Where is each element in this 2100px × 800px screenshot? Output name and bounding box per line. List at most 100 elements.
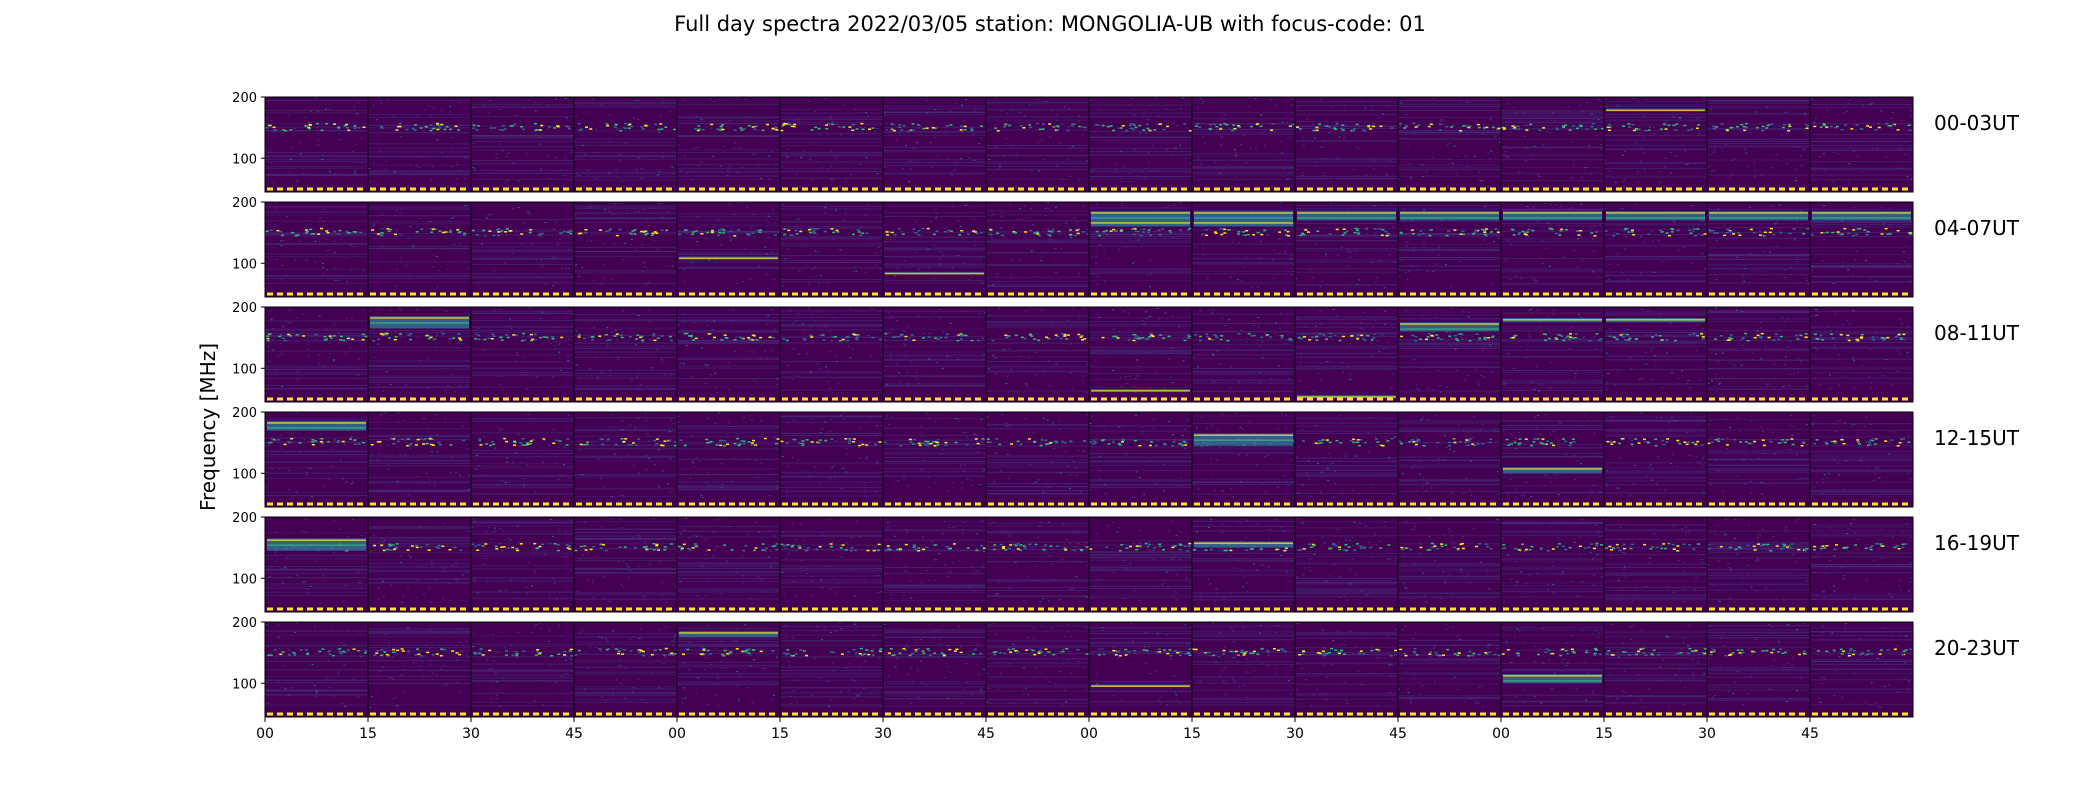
noise-speck (1567, 106, 1570, 108)
noise-speck (1354, 249, 1357, 251)
noise-speck (1361, 100, 1364, 102)
noise-speck (1454, 348, 1457, 350)
band-dot (584, 231, 588, 234)
noise-speck (502, 150, 505, 152)
noise-speck (279, 434, 282, 436)
band-dot (641, 128, 645, 130)
noise-speck (498, 108, 501, 110)
noise-line (574, 377, 677, 379)
noise-speck (817, 282, 820, 284)
noise-speck (400, 337, 403, 339)
panel-background (1295, 307, 1398, 402)
band-dot (1689, 232, 1693, 234)
band-dot (701, 128, 705, 131)
band-dot (282, 129, 286, 131)
noise-speck (1632, 97, 1635, 99)
noise-line (986, 163, 1089, 165)
noise-speck (1362, 312, 1365, 314)
noise-speck (1715, 390, 1718, 392)
noise-speck (767, 215, 770, 217)
noise-line (1501, 369, 1604, 371)
band-dot (747, 124, 751, 127)
noise-speck (280, 245, 283, 247)
noise-speck (1591, 356, 1594, 358)
noise-speck (905, 382, 908, 384)
band-dot (790, 234, 794, 236)
noise-speck (944, 126, 947, 128)
noise-speck (557, 344, 560, 346)
noise-line (1810, 104, 1913, 106)
noise-line (1192, 173, 1295, 175)
band-dot (539, 336, 543, 339)
noise-speck (464, 204, 467, 206)
noise-speck (471, 122, 474, 124)
noise-speck (1708, 166, 1711, 168)
noise-line (1707, 138, 1810, 140)
band-dot (1476, 229, 1480, 232)
noise-speck (1372, 159, 1375, 161)
band-dot (482, 229, 486, 232)
band-dot (569, 230, 573, 232)
band-dot (768, 336, 772, 339)
noise-speck (1475, 369, 1478, 371)
noise-line (265, 334, 368, 336)
band-dot (1772, 339, 1776, 341)
panel-background (574, 307, 677, 402)
noise-line (471, 169, 574, 171)
noise-line (780, 133, 883, 135)
band-dot (326, 231, 330, 234)
bright-line (1709, 212, 1808, 214)
noise-speck (611, 213, 614, 215)
band-dot (1568, 129, 1572, 132)
band-dot (1209, 123, 1213, 126)
band-dot (1387, 233, 1391, 236)
noise-speck (1771, 205, 1774, 207)
noise-speck (525, 230, 528, 232)
noise-line (574, 102, 677, 104)
noise-speck (1766, 383, 1769, 385)
band-dot (281, 337, 285, 340)
band-dot (431, 228, 435, 231)
noise-speck (1317, 372, 1320, 374)
noise-speck (1399, 259, 1402, 261)
noise-line (780, 122, 883, 124)
noise-line (1501, 225, 1604, 227)
noise-speck (936, 154, 939, 156)
noise-speck (1437, 254, 1440, 256)
noise-speck (404, 384, 407, 386)
noise-line (368, 208, 471, 210)
band-dot (1562, 125, 1566, 127)
noise-speck (1261, 133, 1264, 135)
noise-speck (1382, 113, 1385, 115)
noise-speck (325, 238, 328, 240)
spectrum-panel (1191, 307, 1295, 402)
noise-line (1707, 359, 1810, 361)
noise-speck (1408, 271, 1411, 273)
noise-speck (635, 171, 638, 173)
band-dot (1585, 128, 1589, 130)
noise-speck (656, 174, 659, 176)
noise-speck (1626, 339, 1629, 341)
noise-line (883, 151, 986, 153)
noise-line (1604, 341, 1707, 343)
noise-speck (309, 220, 312, 222)
noise-speck (592, 279, 595, 281)
band-dot (1256, 231, 1260, 234)
noise-speck (287, 469, 290, 471)
noise-speck (1279, 327, 1282, 329)
band-dot (1567, 338, 1571, 341)
noise-speck (451, 373, 454, 375)
band-dot (892, 129, 896, 132)
band-dot (1483, 233, 1487, 236)
band-dot (311, 443, 315, 446)
noise-speck (944, 132, 947, 134)
band-dot (947, 229, 951, 232)
noise-speck (1009, 369, 1012, 371)
band-dot (1223, 228, 1227, 231)
noise-speck (704, 382, 707, 384)
noise-speck (1622, 154, 1625, 156)
noise-speck (1445, 232, 1448, 234)
band-dot (287, 333, 291, 336)
noise-line (1089, 234, 1192, 236)
noise-line (471, 246, 574, 248)
